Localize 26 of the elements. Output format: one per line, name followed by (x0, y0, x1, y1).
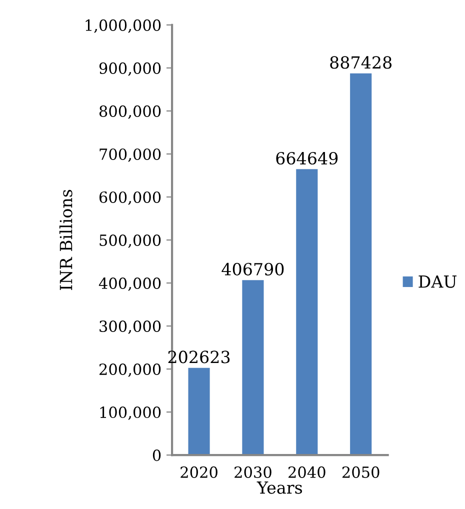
bar (296, 169, 318, 456)
y-tick-label: 400,000 (98, 277, 161, 291)
y-tick-label: 700,000 (100, 148, 161, 162)
data-label: 664649 (276, 152, 338, 165)
y-axis-title: INR Billions (59, 190, 72, 290)
y-tick-label: 1,000,000 (86, 19, 161, 33)
data-label: 406790 (222, 262, 284, 276)
bar (350, 73, 372, 456)
y-tick-label: 100,000 (100, 406, 161, 420)
bar (242, 280, 264, 456)
data-label: 887428 (330, 56, 392, 69)
y-tick-label: 600,000 (99, 191, 161, 205)
y-tick-label: 0 (152, 450, 161, 462)
bar (188, 368, 210, 456)
x-tick-label: 2040 (288, 466, 326, 478)
x-tick-label: 2050 (342, 466, 380, 478)
y-tick-label: 500,000 (100, 234, 161, 248)
data-label: 202623 (168, 350, 230, 364)
y-tick-label: 800,000 (99, 105, 161, 119)
x-tick-label: 2020 (180, 466, 218, 478)
x-axis-title: Years (256, 481, 302, 494)
y-tick-label: 200,000 (99, 363, 161, 377)
y-tick-label: 300,000 (100, 320, 161, 334)
x-tick-label: 2030 (234, 466, 272, 478)
y-tick-label: 900,000 (99, 62, 161, 76)
legend-label: DAU (418, 275, 457, 288)
